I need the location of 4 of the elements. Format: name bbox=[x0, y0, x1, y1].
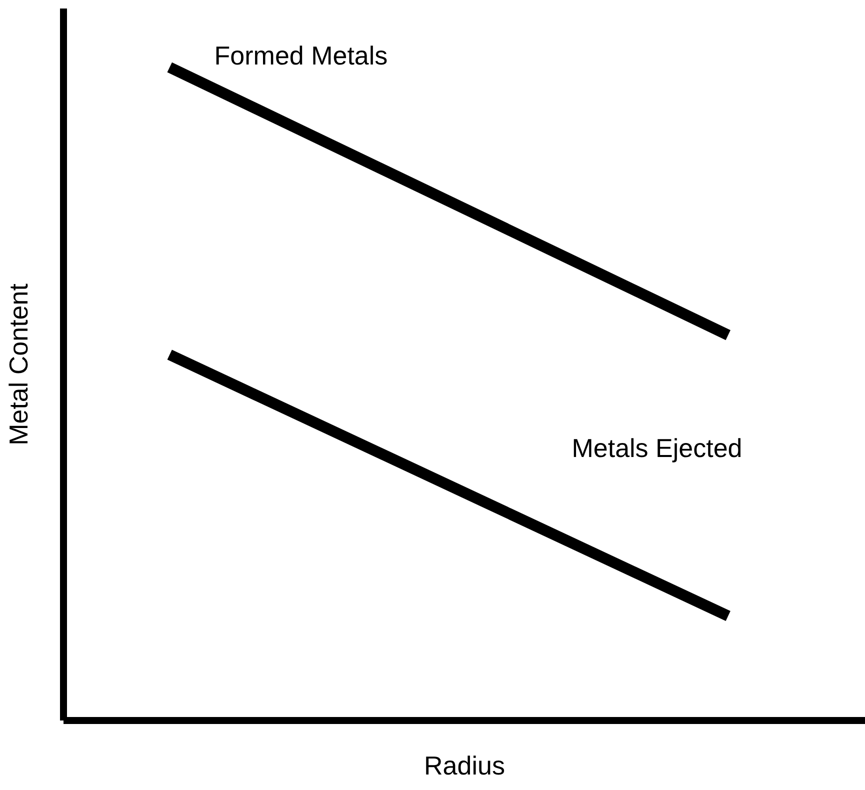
text: Metals Ejected bbox=[572, 432, 742, 463]
y-axis-title: Metal Content bbox=[4, 282, 34, 446]
series-label: Formed Metals bbox=[214, 40, 388, 71]
x-axis-title: Radius bbox=[424, 750, 505, 780]
